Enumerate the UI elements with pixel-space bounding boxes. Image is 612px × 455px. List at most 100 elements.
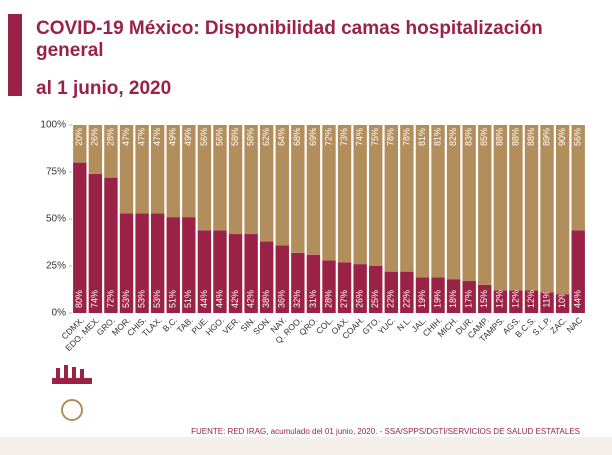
bar-segment: [197, 125, 212, 231]
bar-segment: [571, 230, 585, 313]
value-label: 12%: [526, 290, 536, 308]
bar-segment: [353, 264, 367, 313]
bar-segment: [337, 262, 352, 313]
logo: [52, 365, 92, 421]
value-label: 88%: [495, 128, 505, 146]
value-label: 32%: [292, 290, 302, 308]
value-label: 62%: [261, 128, 271, 146]
value-label: 44%: [573, 290, 583, 308]
value-label: 74%: [90, 290, 100, 308]
value-label: 28%: [105, 128, 115, 146]
value-label: 22%: [401, 290, 411, 308]
bar-segment: [415, 277, 430, 313]
y-tick-label: 75%: [46, 167, 66, 178]
value-label: 22%: [386, 290, 396, 308]
value-label: 44%: [214, 290, 224, 308]
value-label: 47%: [121, 128, 131, 146]
value-label: 56%: [199, 128, 209, 146]
logo-part: [72, 367, 76, 378]
logo-part: [80, 369, 84, 378]
bar-segment: [446, 279, 461, 313]
bar-segment: [462, 281, 476, 313]
value-label: 26%: [355, 290, 365, 308]
value-label: 85%: [479, 128, 489, 146]
value-label: 42%: [230, 290, 240, 308]
value-label: 88%: [510, 128, 520, 146]
title-line: COVID-19 México: Disponibilidad camas ho…: [36, 18, 543, 39]
value-label: 19%: [432, 290, 442, 308]
value-label: 38%: [261, 290, 271, 308]
bar-segment: [509, 290, 523, 313]
bar-segment: [431, 277, 445, 313]
chart-title: COVID-19 México: Disponibilidad camas ho…: [36, 18, 543, 61]
bar-segment: [228, 125, 243, 235]
value-label: 56%: [214, 128, 224, 146]
bar-segment: [446, 125, 461, 280]
value-label: 44%: [199, 290, 209, 308]
value-label: 75%: [370, 128, 380, 146]
logo-seal: [61, 399, 83, 421]
bar-segment: [88, 173, 103, 313]
bar-segment: [415, 125, 430, 278]
bar-segment: [462, 125, 476, 282]
bar-segment: [228, 234, 243, 313]
chart-subtitle: al 1 junio, 2020: [36, 78, 171, 99]
bar-segment: [291, 252, 305, 313]
value-label: 31%: [308, 290, 318, 308]
value-label: 78%: [386, 128, 396, 146]
value-label: 89%: [541, 128, 551, 146]
bar-segment: [275, 125, 289, 246]
value-label: 25%: [370, 290, 380, 308]
value-label: 53%: [121, 290, 131, 308]
bar-segment: [400, 125, 414, 272]
value-label: 88%: [526, 128, 536, 146]
value-label: 18%: [448, 290, 458, 308]
bar-segment: [384, 271, 399, 313]
value-label: 51%: [168, 290, 178, 308]
value-label: 27%: [339, 290, 349, 308]
bar-segment: [73, 125, 87, 163]
accent-bar: [8, 14, 22, 96]
value-label: 47%: [136, 128, 146, 146]
bar-segment: [166, 125, 180, 218]
bar-segment: [182, 217, 196, 313]
bar-segment: [555, 125, 570, 295]
value-label: 53%: [152, 290, 162, 308]
bar-segment: [524, 125, 539, 291]
bar-segment: [369, 125, 383, 266]
value-label: 36%: [277, 290, 287, 308]
value-label: 80%: [74, 290, 84, 308]
logo-part: [64, 365, 68, 378]
value-label: 20%: [74, 128, 84, 146]
value-label: 42%: [245, 290, 255, 308]
y-tick-label: 25%: [46, 261, 66, 272]
bar-segment: [306, 125, 321, 255]
value-label: 58%: [245, 128, 255, 146]
y-tick-label: 100%: [40, 120, 66, 131]
value-label: 53%: [136, 290, 146, 308]
value-label: 69%: [308, 128, 318, 146]
bar-segment: [478, 284, 492, 313]
value-label: 15%: [479, 290, 489, 308]
value-label: 11%: [541, 290, 551, 307]
bar-segment: [104, 177, 118, 313]
bar-segment: [150, 213, 165, 313]
logo-part: [52, 378, 92, 384]
value-label: 49%: [183, 128, 193, 146]
bar-segment: [322, 260, 336, 313]
bar-segment: [197, 230, 212, 313]
bar-segment: [150, 125, 165, 214]
bar-segment: [213, 125, 227, 231]
y-tick-label: 0%: [52, 308, 67, 319]
bar-segment: [306, 254, 321, 313]
bar-segment: [493, 290, 508, 313]
bar-segment: [73, 162, 87, 313]
value-label: 51%: [183, 290, 193, 308]
bar-segment: [337, 125, 352, 263]
bar-segment: [259, 125, 274, 242]
bar-segment: [400, 271, 414, 313]
bar-segment: [182, 125, 196, 218]
source-note: FUENTE: RED IRAG, acumulado del 01 junio…: [191, 427, 580, 436]
bar-segment: [540, 125, 554, 293]
